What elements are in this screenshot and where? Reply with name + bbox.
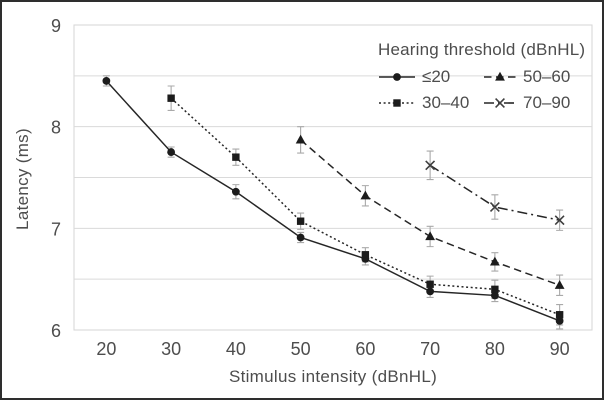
x-tick-label: 90 — [550, 339, 570, 359]
y-tick-label: 8 — [51, 118, 61, 138]
legend-title: Hearing threshold (dBnHL) — [378, 40, 586, 59]
data-point-circle — [490, 291, 499, 300]
data-point-square — [296, 217, 305, 225]
legend-item-70-90: 70–90 — [483, 93, 584, 113]
data-point-circle — [393, 73, 401, 81]
data-point-square — [232, 153, 240, 161]
legend-item-50-60: 50–60 — [483, 67, 584, 87]
data-point-circle — [231, 187, 240, 196]
data-point-x — [495, 98, 505, 108]
y-tick-label: 7 — [51, 219, 61, 239]
data-point-triangle — [554, 280, 565, 289]
series-line-3 — [429, 164, 560, 221]
x-tick-label: 50 — [291, 339, 311, 359]
data-point-circle — [102, 77, 111, 85]
legend: Hearing threshold (dBnHL) ≤20 50–60 30–4… — [378, 40, 586, 115]
legend-item-30-40: 30–40 — [378, 93, 483, 113]
legend-label-70-90: 70–90 — [523, 93, 571, 112]
data-point-square — [393, 99, 401, 107]
x-tick-label: 80 — [485, 339, 505, 359]
data-point-circle — [555, 316, 564, 325]
data-point-circle — [167, 148, 176, 156]
legend-item-le-20: ≤20 — [378, 67, 483, 87]
x-tick-label: 40 — [226, 339, 246, 359]
data-point-x — [554, 215, 565, 226]
data-point-circle — [296, 233, 305, 242]
y-axis-title: Latency (ms) — [13, 128, 32, 230]
x-tick-label: 60 — [355, 339, 375, 359]
series-line-0 — [105, 80, 560, 322]
data-point-triangle — [495, 71, 505, 81]
legend-label-30-40: 30–40 — [422, 93, 470, 112]
data-point-triangle — [425, 231, 436, 241]
data-point-circle — [426, 287, 435, 296]
data-point-x — [425, 160, 436, 171]
legend-sample-50-60-icon — [484, 71, 516, 81]
x-tick-label: 20 — [96, 339, 116, 359]
x-tick-label: 70 — [420, 339, 440, 359]
y-tick-label: 6 — [51, 321, 61, 341]
legend-sample-70-90-icon — [484, 98, 516, 108]
data-point-square — [426, 280, 434, 288]
data-point-triangle — [295, 134, 306, 144]
data-point-square — [361, 251, 370, 259]
data-point-square — [555, 311, 564, 319]
data-point-square — [491, 285, 499, 294]
data-point-x — [489, 202, 500, 212]
data-point-triangle — [489, 256, 500, 266]
legend-items: ≤20 50–60 30–40 70–90 — [378, 65, 584, 115]
legend-label-le-20: ≤20 — [422, 67, 451, 86]
legend-label-50-60: 50–60 — [523, 67, 571, 86]
x-tick-label: 30 — [161, 339, 181, 359]
data-point-triangle — [360, 190, 371, 200]
y-tick-label: 9 — [51, 16, 61, 36]
legend-sample-le-20-icon — [379, 73, 415, 81]
legend-sample-30-40-icon — [379, 99, 415, 107]
x-axis-title: Stimulus intensity (dBnHL) — [228, 367, 438, 386]
data-point-square — [167, 94, 175, 102]
